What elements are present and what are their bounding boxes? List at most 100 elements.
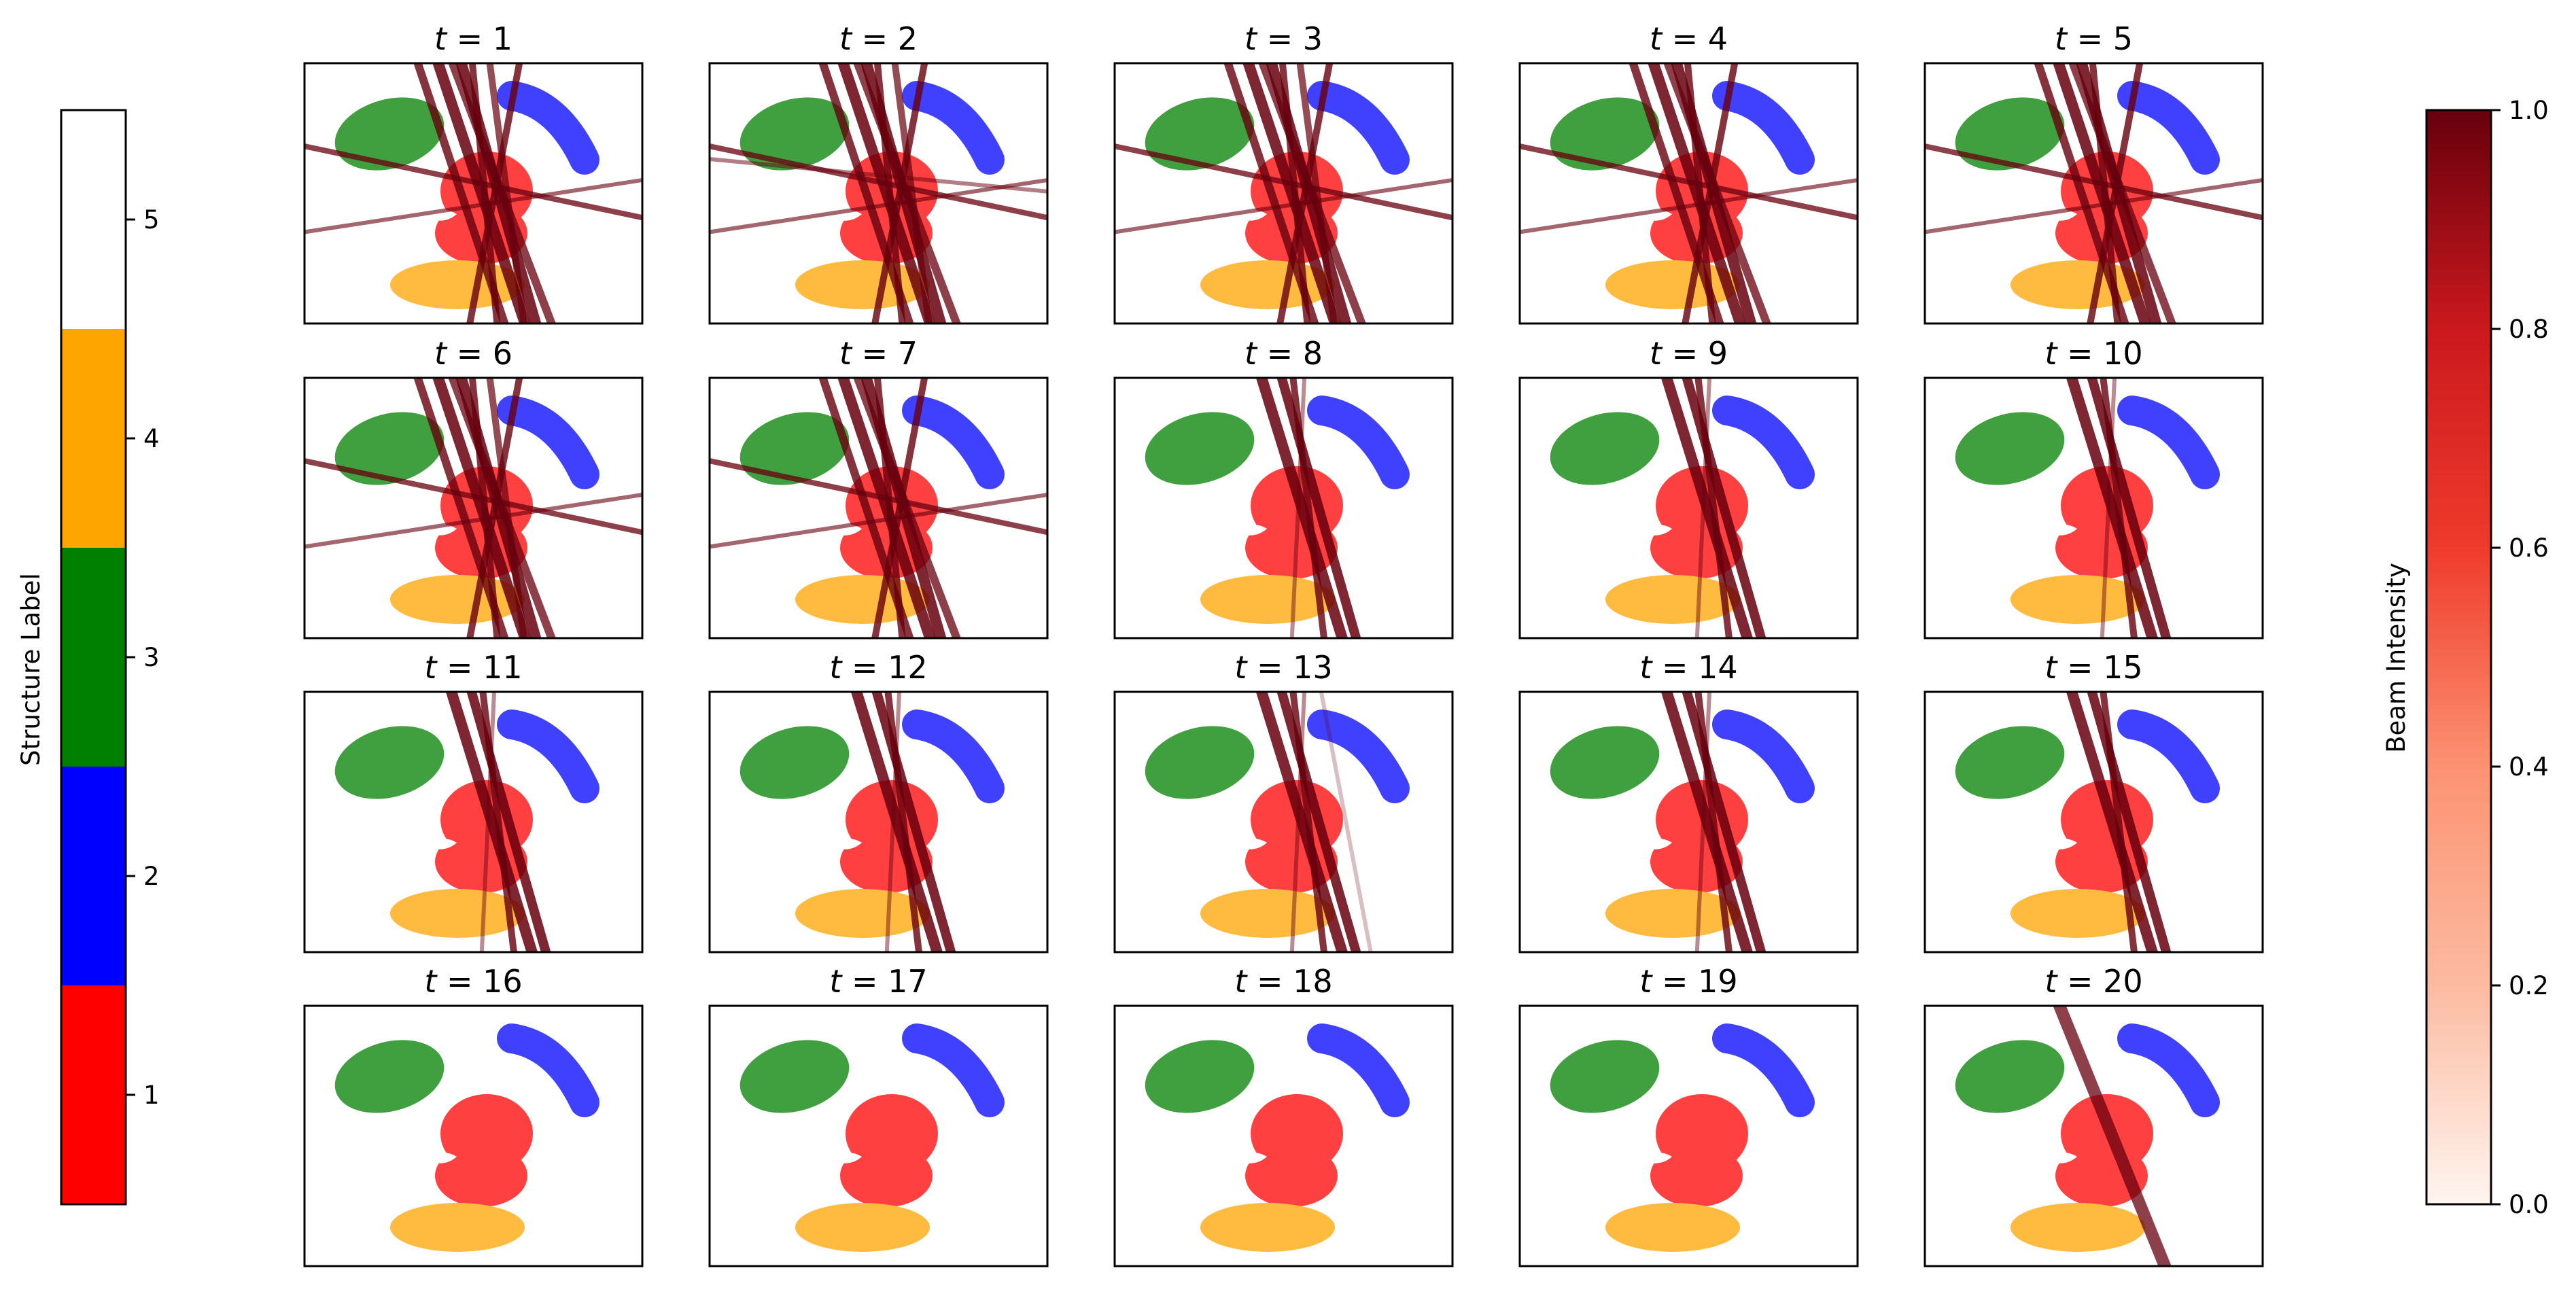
beam (1289, 378, 1307, 638)
beam (853, 378, 961, 638)
panel-t9: t = 9 (1518, 335, 1859, 640)
beam (1276, 378, 1361, 638)
beam (1276, 692, 1361, 952)
panel-title: t = 18 (1234, 963, 1332, 1000)
beam (853, 63, 961, 323)
beam (304, 458, 642, 536)
intensity-colorbar-tick-label: 0.6 (2509, 533, 2549, 563)
panel-frame (1518, 62, 1859, 325)
beam (1319, 692, 1373, 952)
beam (1663, 63, 1771, 323)
structure-tumor-notch (1241, 1152, 1267, 1163)
structure-organ-blue (2117, 710, 2220, 803)
beam (448, 63, 556, 323)
structure-tumor-notch (1646, 838, 1672, 850)
beam (304, 177, 642, 234)
panel-plot-area (1955, 692, 2220, 952)
panel-frame (1518, 1004, 1859, 1267)
structure-organ-green (1145, 726, 1255, 799)
panel-plot-area (710, 378, 1047, 638)
panel-t18: t = 18 (1113, 963, 1454, 1267)
panel-frame (1113, 1004, 1454, 1267)
structure-organ-blue (1307, 1023, 1410, 1117)
panel-t5: t = 5 (1924, 20, 2264, 325)
panel-plot-area (1115, 63, 1452, 323)
structure-tumor-notch (2051, 524, 2077, 536)
panel-title: t = 5 (2055, 20, 2133, 57)
panel-title: t = 3 (1245, 20, 1323, 57)
panel-title: t = 11 (424, 649, 522, 686)
beam (1682, 378, 1766, 638)
beam (448, 378, 556, 638)
panel-frame (708, 1004, 1049, 1267)
beam (466, 692, 551, 952)
structure-organ-blue (497, 1023, 599, 1117)
panel-t16: t = 16 (303, 963, 644, 1267)
panel-frame (708, 690, 1049, 953)
panel-title: t = 4 (1650, 20, 1728, 57)
structure-organ-blue (902, 1023, 1005, 1117)
panel-frame (1113, 690, 1454, 953)
beam (1925, 177, 2263, 234)
panel-plot-area (1925, 63, 2263, 323)
beam (1694, 692, 1712, 952)
structure-organ-blue (1307, 81, 1410, 175)
structure-organ-blue (1712, 396, 1815, 489)
panel-plot-area (1550, 1023, 1815, 1252)
structure-organ-green (334, 412, 445, 485)
structure-organ-orange (1200, 575, 1335, 624)
beam (871, 63, 928, 323)
structure-colorbar-tick-label: 5 (143, 205, 160, 234)
structure-organ-green (739, 97, 850, 171)
panel-title: t = 6 (434, 335, 512, 372)
structure-organ-green (1550, 1040, 1660, 1113)
structure-organ-blue (2117, 1023, 2220, 1117)
structure-tumor-notch (836, 1152, 862, 1163)
panel-frame (708, 376, 1049, 640)
structure-organ-blue (497, 81, 599, 175)
intensity-colorbar: 0.0 0.2 0.4 0.6 0.8 1.0 (2425, 96, 2549, 1219)
structure-colorbar-tick-label: 4 (143, 424, 160, 453)
panel-title: t = 14 (1639, 649, 1737, 686)
panel-title: t = 19 (1639, 963, 1737, 1000)
structure-organ-orange (1605, 889, 1740, 938)
structure-organ-green (1550, 726, 1660, 799)
beam (1694, 378, 1712, 638)
panel-frame (708, 62, 1049, 325)
beam (2068, 63, 2176, 323)
intensity-colorbar-tick-label: 1.0 (2509, 96, 2549, 125)
beam (1629, 63, 1724, 323)
structure-colorbar-segment-5 (61, 110, 126, 329)
structure-organ-green (1550, 97, 1660, 171)
structure-organ-orange (1200, 889, 1335, 938)
panel-title: t = 9 (1650, 335, 1728, 372)
beam (710, 156, 1047, 194)
panel-plot-area (1145, 692, 1410, 952)
beam (2087, 378, 2172, 638)
structure-organ-green (1145, 1040, 1255, 1113)
structure-organ-orange (1605, 1203, 1740, 1252)
structure-tumor-notch (1241, 524, 1267, 536)
structure-organ-green (334, 726, 445, 799)
panel-t3: t = 3 (1113, 20, 1454, 325)
intensity-colorbar-frame (2425, 109, 2492, 1206)
structure-organ-green (1955, 1040, 2065, 1113)
structure-organ-orange (2011, 889, 2145, 938)
intensity-colorbar-tick-label: 0.8 (2509, 315, 2549, 344)
panel-frame (303, 1004, 644, 1267)
structure-colorbar: 1 2 3 4 5 (60, 109, 160, 1206)
beam (479, 692, 518, 952)
panel-t13: t = 13 (1113, 649, 1454, 953)
panel-title: t = 20 (2044, 963, 2142, 1000)
panel-frame (1924, 690, 2264, 953)
panel-frame (303, 690, 644, 953)
panel-t2: t = 2 (708, 20, 1049, 325)
panel-plot-area (1145, 378, 1410, 638)
panel-t8: t = 8 (1113, 335, 1454, 640)
structure-organ-orange (795, 1203, 930, 1252)
beam (710, 143, 1047, 221)
panel-title: t = 8 (1245, 335, 1323, 372)
beam (1660, 692, 1754, 952)
panel-frame (1113, 62, 1454, 325)
structure-tumor-notch (1646, 1152, 1672, 1163)
